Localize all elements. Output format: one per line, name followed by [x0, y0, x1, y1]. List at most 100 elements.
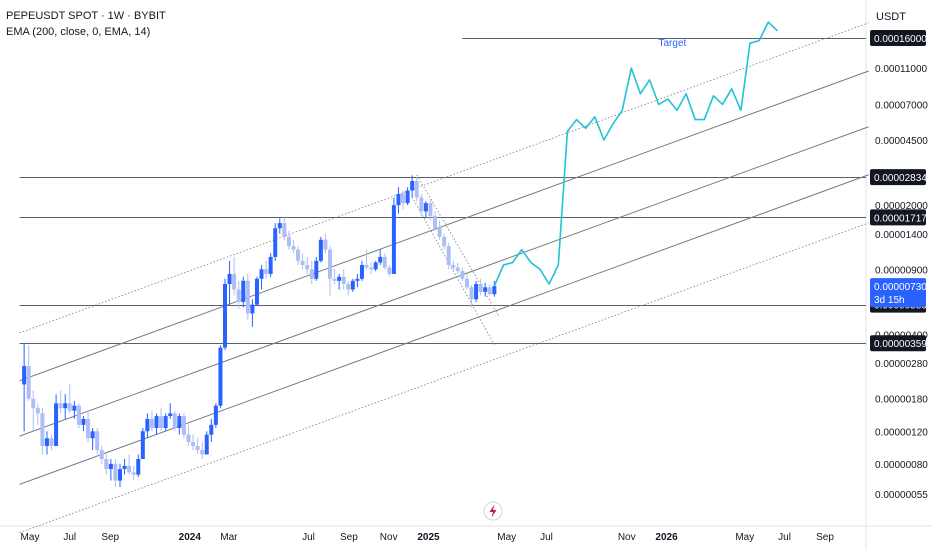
candle-body — [90, 431, 95, 439]
candles — [22, 175, 497, 488]
candle-body — [309, 269, 314, 279]
candle-body — [72, 405, 77, 411]
candle-body — [227, 273, 232, 284]
candle-body — [305, 264, 310, 270]
candle-body — [145, 418, 150, 432]
y-tick-label: 0.00001400 — [875, 230, 928, 241]
candle-body — [378, 256, 383, 263]
candle-body — [451, 264, 456, 268]
candle-body — [318, 239, 323, 261]
candle-body — [414, 181, 419, 198]
candle-body — [232, 273, 237, 290]
candle-body — [49, 438, 54, 446]
candle-body — [442, 236, 447, 247]
candle-body — [209, 424, 214, 435]
lightning-icon[interactable] — [483, 501, 503, 521]
candle-body — [291, 246, 296, 250]
level-price-badge — [870, 169, 926, 186]
candle-body — [67, 403, 72, 411]
x-tick-label: Sep — [101, 532, 119, 543]
candle-body — [355, 278, 360, 281]
candle-body — [76, 405, 81, 425]
price-axis[interactable]: USDT 0.00011000 0.00007000 0.00004500 0.000… — [870, 11, 928, 501]
x-tick-label: Nov — [380, 532, 398, 543]
current-price-label: 0.00000730 — [874, 282, 927, 293]
candle-body — [286, 236, 291, 247]
candle-body — [168, 413, 173, 417]
annotations: Target — [658, 38, 686, 49]
chart-legend[interactable]: PEPEUSDT SPOT · 1W · BYBIT EMA (200, clo… — [6, 8, 166, 40]
projection-path — [493, 21, 778, 287]
level-price-badge — [870, 209, 926, 226]
candle-body — [245, 280, 250, 314]
bar-countdown-label: 3d 15h — [874, 295, 905, 306]
candle-body — [350, 280, 355, 290]
y-tick-label: 0.00004500 — [875, 136, 928, 147]
target-label: Target — [658, 38, 686, 49]
level-price-label: 0.00016000 — [874, 34, 927, 45]
candle-body — [346, 283, 351, 290]
candle-body — [323, 239, 328, 250]
candle-body — [122, 465, 127, 470]
candle-body — [191, 442, 196, 446]
candle-body — [264, 269, 269, 274]
candle-body — [337, 276, 342, 281]
candle-body — [254, 278, 259, 305]
candle-body — [460, 271, 465, 279]
candle-body — [487, 287, 492, 295]
indicator-title[interactable]: EMA (200, close, 0, EMA, 14) — [6, 26, 151, 38]
candle-body — [423, 203, 428, 212]
channel-dotted-line — [416, 174, 500, 317]
candle-body — [31, 398, 36, 409]
time-axis[interactable]: May Jul Sep 2024 Mar Jul Sep Nov 2025 May Jul Nov 20… — [21, 532, 835, 543]
y-tick-label: 0.00002000 — [875, 201, 928, 212]
channel-line — [19, 174, 869, 485]
candle-body — [58, 403, 63, 409]
candle-body — [136, 459, 141, 475]
level-price-badge — [870, 30, 926, 46]
candle-body — [387, 267, 392, 274]
candle-body — [364, 264, 369, 268]
channel-dotted-line — [19, 22, 869, 334]
candle-body — [149, 418, 154, 429]
symbol-title[interactable]: PEPEUSDT SPOT · 1W · BYBIT — [6, 10, 166, 22]
candle-body — [159, 416, 164, 429]
x-tick-label: May — [497, 532, 516, 543]
candle-body — [277, 223, 282, 229]
candle-body — [241, 280, 246, 302]
candle-body — [127, 465, 132, 473]
candle-body — [140, 431, 145, 460]
candle-body — [483, 287, 488, 292]
candle-body — [369, 267, 374, 270]
candle-body — [410, 181, 415, 191]
candle-body — [54, 403, 59, 446]
candle-body — [273, 228, 278, 257]
y-tick-label: 0.00000280 — [875, 359, 928, 370]
candle-body — [259, 269, 264, 279]
candle-body — [163, 416, 168, 429]
candle-body — [223, 283, 227, 348]
candle-body — [104, 459, 109, 470]
candle-body — [492, 286, 497, 295]
channel-line — [19, 70, 869, 382]
x-tick-label: May — [21, 532, 40, 543]
candle-body — [118, 469, 122, 481]
x-tick-label: Jul — [778, 532, 791, 543]
level-price-label: 0.00001717 — [874, 213, 927, 224]
x-tick-label: 2025 — [417, 532, 440, 543]
candle-body — [200, 450, 205, 455]
candle-body — [250, 304, 255, 314]
level-price-label: 0.00002834 — [874, 173, 927, 184]
x-tick-label: Jul — [302, 532, 315, 543]
candle-body — [181, 416, 186, 435]
candle-body — [282, 223, 287, 237]
current-price-badge — [870, 278, 926, 308]
candle-body — [300, 260, 305, 265]
candle-body — [474, 283, 479, 300]
candle-body — [419, 197, 424, 212]
x-tick-label: 2026 — [655, 532, 678, 543]
candle-body — [328, 249, 332, 279]
candle-body — [204, 434, 209, 455]
